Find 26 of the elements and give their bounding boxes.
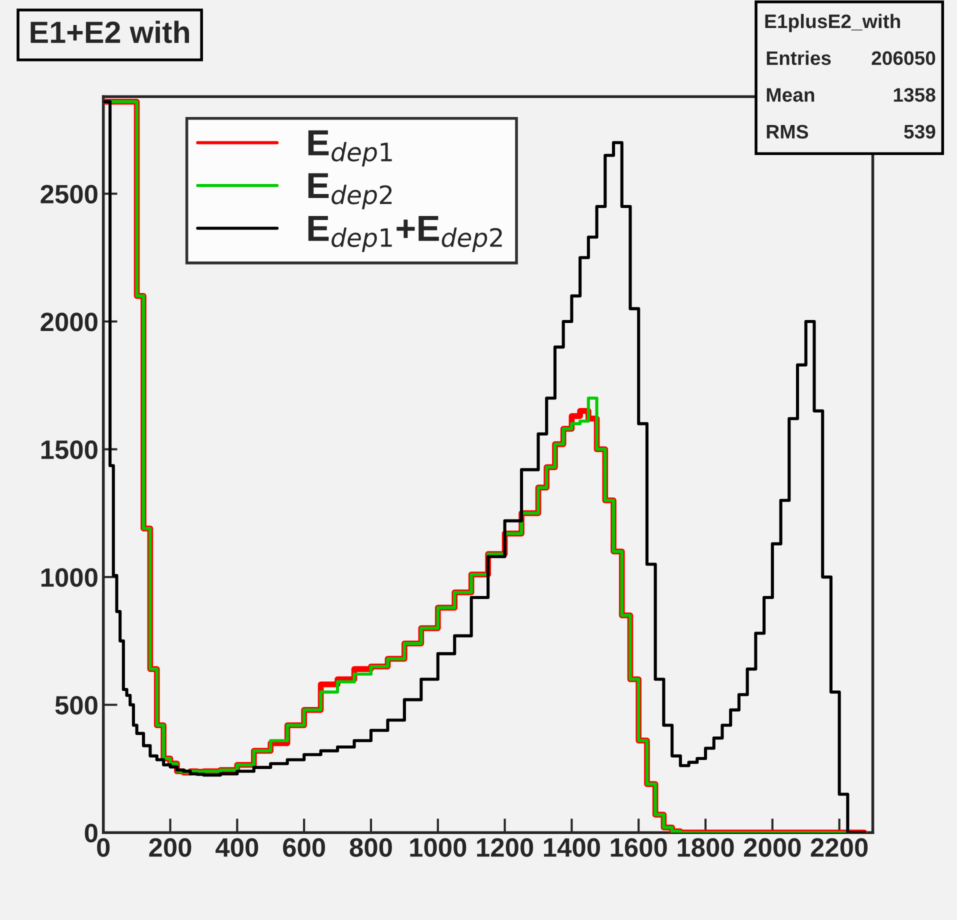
legend-label: E$_{dep2}$: [308, 173, 392, 210]
text: RMS 539: [766, 124, 936, 139]
y-tick-label: 2500: [40, 184, 98, 204]
x-tick-label: 600: [283, 838, 326, 857]
y-tick-label: 2000: [40, 312, 98, 332]
x-tick-label: 1600: [610, 838, 667, 857]
y-tick-label: 1000: [41, 568, 98, 587]
y-tick-label: 1500: [41, 440, 98, 460]
x-tick-label: 0: [97, 838, 110, 857]
y-tick-label: 0: [84, 824, 98, 842]
text: Mean 1358: [766, 88, 936, 102]
x-tick-label: 1400: [544, 838, 600, 857]
x-tick-label: 2000: [744, 838, 801, 857]
x-tick-label: 2200: [810, 838, 868, 857]
x-tick-label: 1200: [477, 838, 534, 857]
x-tick-label: 1000: [410, 838, 466, 857]
text: Entries 206050: [766, 50, 936, 66]
x-tick-label: 400: [216, 838, 258, 857]
x-tick-label: 1800: [678, 838, 734, 857]
x-tick-label: 800: [350, 838, 392, 857]
text: E1plusE2_with: [765, 14, 900, 32]
x-tick-label: 200: [149, 838, 192, 857]
chart-title: E1+E2 with: [30, 20, 189, 44]
legend-label: E$_{dep1}$+E$_{dep2}$: [308, 216, 502, 252]
legend-label: E$_{dep1}$: [308, 130, 392, 166]
y-tick-label: 500: [55, 696, 98, 715]
